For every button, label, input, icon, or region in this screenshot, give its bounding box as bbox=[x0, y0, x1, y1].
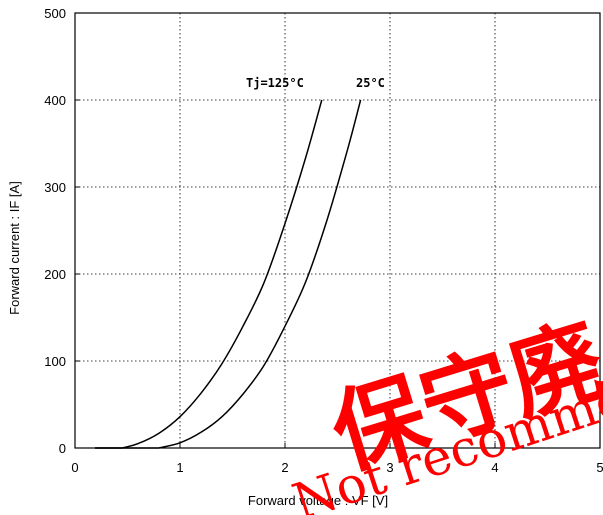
series-line-125c bbox=[95, 99, 323, 449]
y-tick-label: 0 bbox=[59, 441, 66, 456]
watermark: 保守廃止 Not recommended bbox=[286, 279, 603, 515]
y-tick-label: 200 bbox=[44, 267, 66, 282]
y-tick-label: 400 bbox=[44, 93, 66, 108]
x-tick-label: 0 bbox=[71, 460, 78, 475]
x-tick-label: 4 bbox=[491, 460, 498, 475]
y-tick-label: 100 bbox=[44, 354, 66, 369]
series-label-25c: 25°C bbox=[356, 76, 385, 90]
x-tick-label: 1 bbox=[176, 460, 183, 475]
series-label-125c: Tj=125°C bbox=[246, 76, 304, 90]
x-tick-label: 3 bbox=[386, 460, 393, 475]
x-tick-label: 2 bbox=[281, 460, 288, 475]
y-tick-label: 500 bbox=[44, 6, 66, 21]
y-axis-title: Forward current : IF [A] bbox=[7, 181, 22, 315]
grid-layer bbox=[75, 13, 600, 448]
series-line-25c bbox=[95, 99, 362, 449]
y-tick-label: 300 bbox=[44, 180, 66, 195]
x-axis-title: Forward voltage : VF [V] bbox=[248, 493, 388, 508]
curve-layer bbox=[95, 99, 362, 449]
tick-layer: 0 1 2 3 4 5 0 100 200 300 400 500 bbox=[44, 6, 603, 475]
x-tick-label: 5 bbox=[596, 460, 603, 475]
plot-frame bbox=[74, 12, 601, 449]
